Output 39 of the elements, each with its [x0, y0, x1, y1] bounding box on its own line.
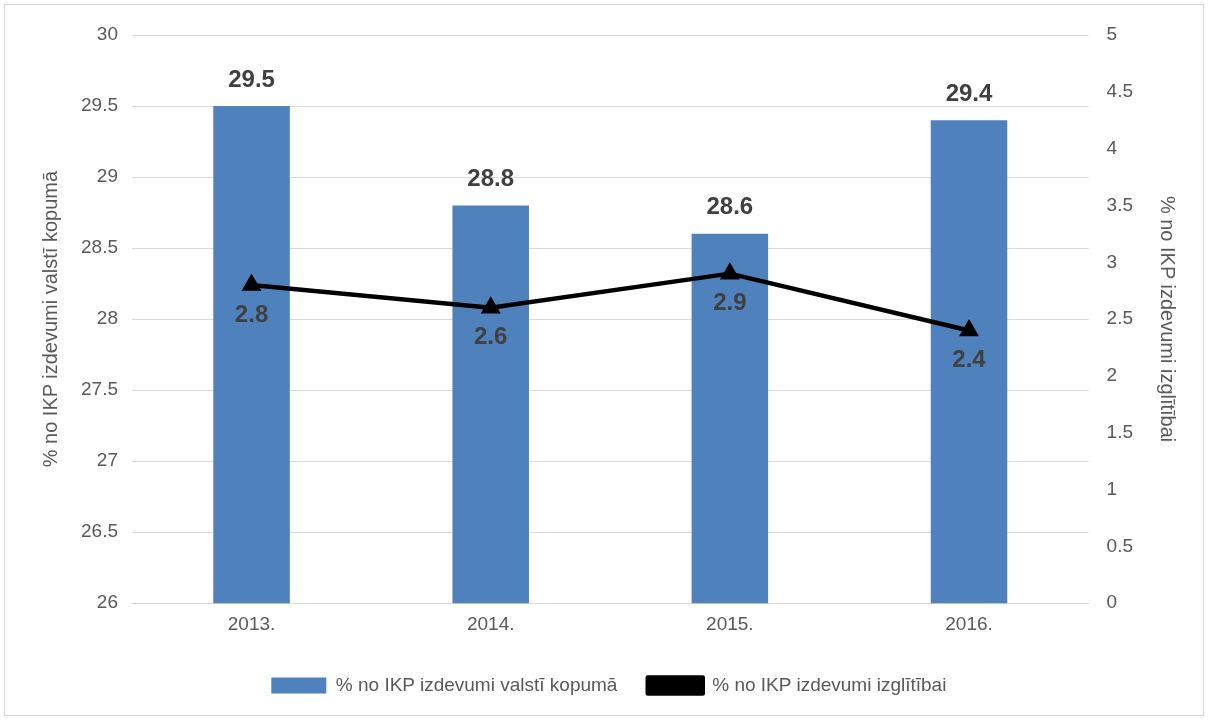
y-tick-label: 27 — [96, 449, 118, 471]
y2-tick-label: 4.5 — [1106, 80, 1134, 102]
y2-tick-label: 0 — [1106, 591, 1118, 613]
data-label: 28.6 — [706, 192, 754, 220]
legend-label: % no IKP izdevumi valstī kopumā — [335, 673, 618, 695]
y-tick-label: 29 — [96, 165, 118, 187]
y-tick-label: 29.5 — [81, 94, 118, 116]
y2-tick-label: 1.5 — [1106, 420, 1134, 442]
y-tick-label: 27.5 — [81, 378, 118, 400]
y-tick-label: 26 — [96, 591, 118, 613]
data-label: 2.9 — [713, 288, 747, 316]
y-tick-label: 30 — [96, 23, 118, 45]
y-tick-label: 26.5 — [81, 520, 118, 542]
data-label: 2.6 — [474, 322, 508, 350]
y2-tick-label: 3 — [1106, 250, 1118, 272]
y-axis-title: % no IKP izdevumi valstī kopumā — [38, 170, 61, 468]
x-tick-label: 2015. — [706, 612, 754, 634]
x-tick-label: 2014. — [466, 612, 515, 634]
y-tick-label: 28.5 — [81, 236, 118, 258]
legend-label: % no IKP izdevumi izglītībai — [712, 673, 947, 695]
y2-tick-label: 3.5 — [1106, 193, 1134, 215]
data-label: 2.4 — [952, 345, 987, 373]
data-label: 2.8 — [234, 299, 269, 327]
y2-tick-label: 0.5 — [1106, 534, 1134, 556]
point — [960, 321, 978, 337]
point — [482, 298, 500, 314]
y-tick-label: 28 — [96, 307, 118, 329]
y2-tick-label: 2 — [1106, 364, 1118, 386]
x-tick-label: 2016. — [945, 612, 993, 634]
point — [721, 264, 739, 280]
data-label: 29.5 — [228, 64, 275, 92]
x-tick-label: 2013. — [227, 612, 276, 634]
y2-tick-label: 5 — [1106, 23, 1118, 45]
data-label: 28.8 — [467, 164, 515, 192]
y2-tick-label: 4 — [1106, 136, 1118, 158]
y2-tick-label: 1 — [1106, 477, 1118, 499]
y2-tick-label: 2.5 — [1106, 307, 1134, 329]
data-label: 29.4 — [945, 78, 994, 106]
y2-axis-title: % no IKP izdevumi izglītībai — [1157, 195, 1180, 443]
